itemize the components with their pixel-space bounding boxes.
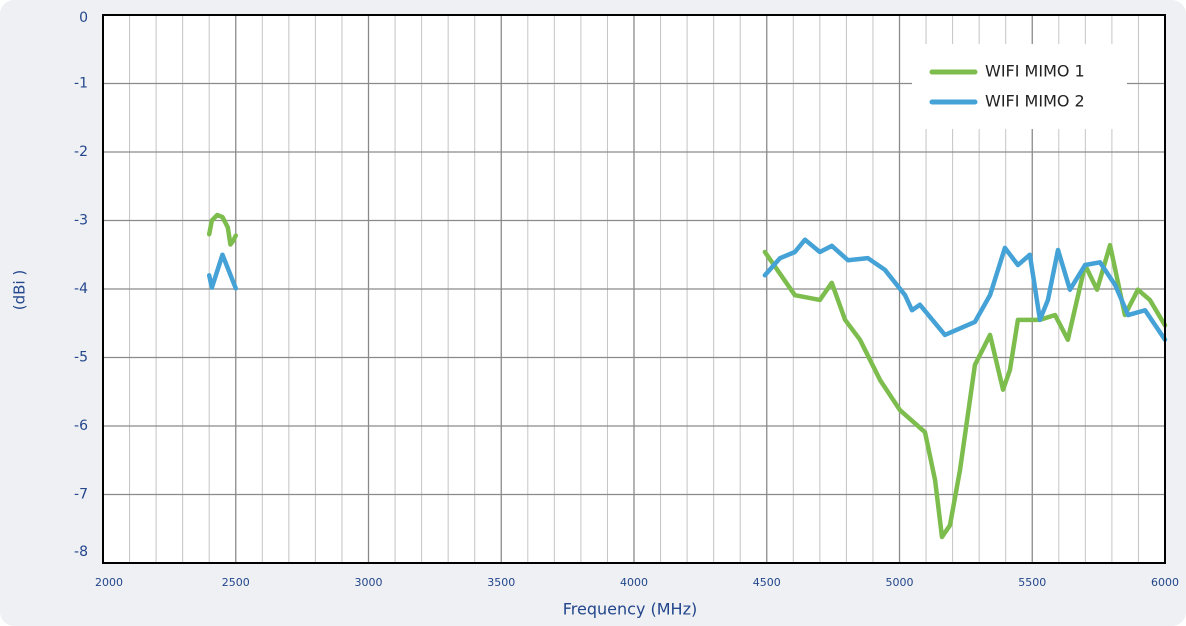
x-tick-label: 2000 <box>95 576 123 589</box>
x-tick-label: 5000 <box>886 576 914 589</box>
y-tick-label: -3 <box>74 213 88 229</box>
grid <box>102 14 1166 564</box>
y-tick-label: -7 <box>74 487 88 503</box>
x-tick-label: 2500 <box>222 576 250 589</box>
x-tick-label: 6000 <box>1151 576 1179 589</box>
y-tick-label: -1 <box>74 76 88 92</box>
y-tick-label: -4 <box>74 281 88 297</box>
plot-border <box>102 14 1166 564</box>
y-tick-label: -8 <box>74 544 88 560</box>
y-tick-label: -2 <box>74 144 88 160</box>
lines <box>206 212 1168 540</box>
legend: WIFI MIMO 1 WIFI MIMO 2 <box>912 44 1127 129</box>
x-axis-label: Frequency (MHz) <box>563 600 697 619</box>
y-tick-label: -6 <box>74 418 88 434</box>
y-axis-label: (dBi ) <box>11 270 29 310</box>
x-tick-label: 3500 <box>487 576 515 589</box>
x-tick-label: 5500 <box>1018 576 1046 589</box>
legend-label: WIFI MIMO 2 <box>985 92 1085 111</box>
x-tick-label: 3000 <box>355 576 383 589</box>
series-line <box>206 237 1168 342</box>
x-tick-label: 4500 <box>753 576 781 589</box>
legend-box <box>912 44 1127 129</box>
y-tick-label: 0 <box>79 10 88 26</box>
x-tick-label: 4000 <box>620 576 648 589</box>
y-tick-label: -5 <box>74 350 88 366</box>
legend-label: WIFI MIMO 1 <box>985 62 1085 81</box>
